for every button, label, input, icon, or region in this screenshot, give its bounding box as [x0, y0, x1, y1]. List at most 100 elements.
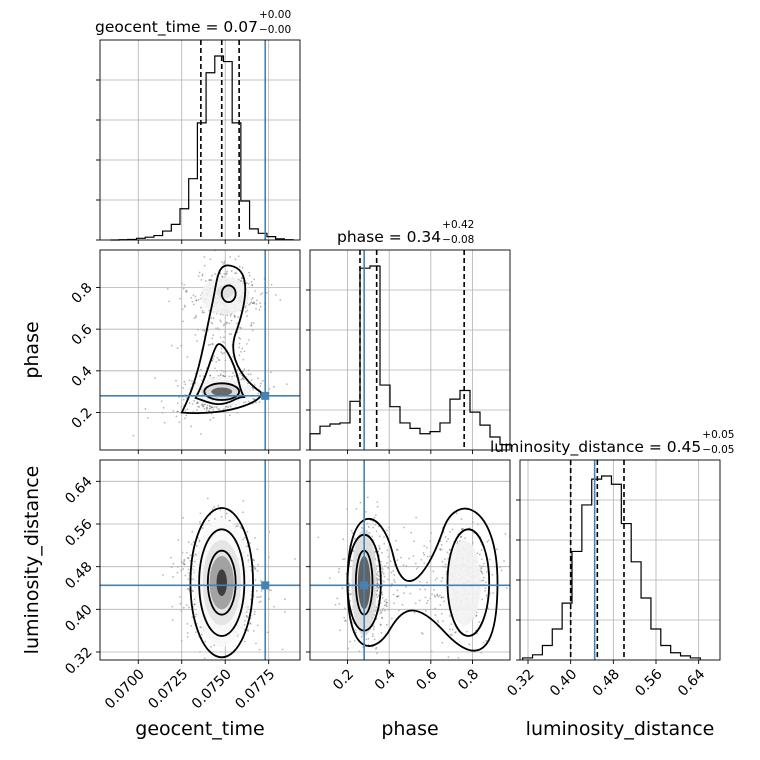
title-text: luminosity_distance = 0.45: [490, 438, 702, 456]
sample-point: [146, 417, 149, 419]
sample-point: [242, 377, 244, 380]
sample-point: [244, 401, 247, 404]
sample-point: [223, 261, 226, 264]
sample-point: [434, 614, 437, 616]
sample-point: [199, 375, 201, 377]
sample-point: [377, 578, 380, 581]
sample-point: [206, 497, 209, 500]
title-upper-error: +0.42: [442, 219, 475, 231]
sample-point: [426, 581, 428, 584]
sample-point: [385, 623, 388, 626]
sample-point: [383, 600, 386, 603]
sample-point: [183, 305, 186, 308]
sample-point: [403, 592, 405, 595]
sample-point: [485, 639, 488, 642]
sample-point: [239, 337, 242, 340]
sample-point: [233, 374, 236, 377]
sample-point: [380, 560, 382, 563]
sample-point: [379, 612, 382, 615]
histogram-phase: [309, 265, 511, 450]
x-axis-label-luminosity_distance: luminosity_distance: [526, 718, 715, 740]
sample-point: [491, 573, 494, 576]
sample-point: [402, 526, 405, 529]
sample-point: [376, 582, 379, 585]
sample-point: [420, 631, 423, 634]
grid-phase-hist: [310, 250, 510, 450]
sample-point: [259, 302, 262, 304]
sample-point: [429, 555, 431, 558]
sample-point: [378, 535, 381, 538]
sample-point: [451, 628, 454, 631]
sample-point: [184, 409, 187, 412]
sample-point: [190, 425, 193, 428]
panel-frame: [99, 459, 301, 661]
sample-point: [372, 526, 374, 529]
sample-point: [460, 528, 463, 531]
sample-point: [132, 434, 135, 437]
sample-point: [209, 343, 212, 346]
sample-point: [208, 519, 210, 522]
sample-point: [228, 375, 231, 378]
sample-point: [247, 400, 250, 403]
sample-point: [205, 407, 208, 409]
sample-point: [219, 319, 222, 322]
sample-point: [195, 299, 198, 302]
sample-point: [439, 604, 442, 606]
contour-right: [446, 528, 491, 637]
sample-point: [249, 623, 252, 625]
sample-point: [178, 297, 181, 300]
sample-point: [482, 579, 485, 582]
sample-point: [250, 324, 253, 327]
sample-point: [193, 399, 195, 402]
sample-point: [162, 574, 164, 576]
sample-point: [487, 607, 490, 610]
x-tick-label: 0.0775: [232, 666, 278, 712]
sample-point: [195, 314, 197, 317]
sample-point: [484, 587, 487, 590]
sample-point: [460, 535, 463, 538]
sample-point: [262, 379, 264, 382]
sample-point: [450, 623, 453, 626]
sample-point: [351, 532, 354, 534]
sample-point: [376, 505, 379, 508]
sample-point: [475, 611, 478, 614]
sample-point: [250, 298, 253, 301]
sample-point: [245, 342, 248, 345]
sample-point: [239, 526, 242, 529]
sample-point: [375, 530, 378, 533]
sample-point: [203, 329, 206, 332]
sample-point: [484, 589, 486, 592]
sample-point: [175, 415, 178, 418]
sample-point: [218, 359, 221, 361]
sample-point: [186, 355, 189, 358]
sample-point: [261, 292, 264, 294]
sample-point: [253, 559, 255, 562]
sample-point: [441, 560, 444, 563]
sample-point: [220, 320, 222, 323]
sample-point: [242, 358, 245, 361]
sample-point: [185, 289, 187, 292]
sample-point: [354, 629, 357, 632]
sample-point: [191, 380, 193, 382]
sample-point: [258, 401, 261, 403]
sample-point: [284, 611, 286, 613]
sample-point: [439, 548, 441, 550]
sample-point: [259, 595, 262, 598]
sample-point: [253, 398, 256, 401]
tick-marks: [96, 79, 270, 244]
sample-point: [413, 611, 416, 614]
sample-point: [377, 587, 380, 590]
sample-point: [212, 406, 214, 409]
x-tick-label: 0.48: [590, 666, 623, 699]
sample-point: [234, 258, 237, 261]
sample-point: [400, 556, 402, 559]
sample-point: [423, 553, 426, 556]
sample-point: [253, 278, 256, 281]
sample-point: [206, 404, 209, 407]
sample-point: [198, 406, 201, 408]
sample-point: [419, 580, 421, 583]
sample-point: [270, 371, 272, 374]
sample-point: [480, 558, 483, 561]
sample-point: [393, 581, 396, 584]
sample-point: [183, 380, 186, 383]
